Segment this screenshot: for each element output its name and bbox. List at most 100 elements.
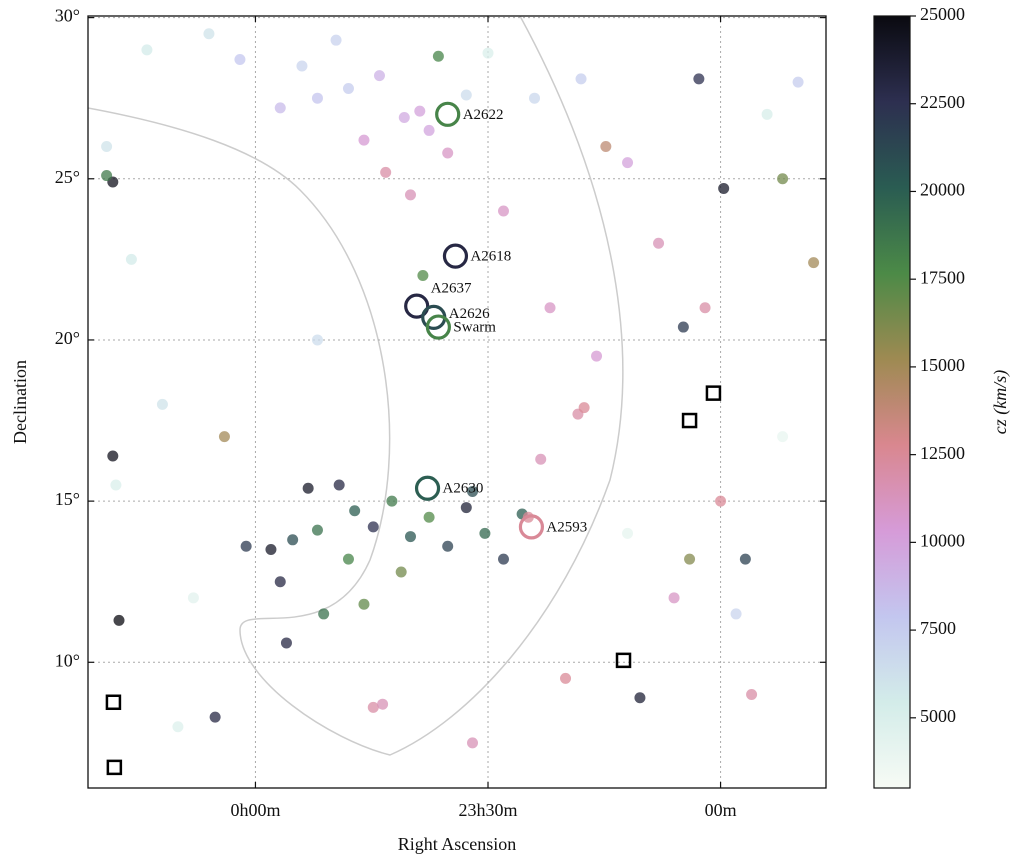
galaxy-point (218, 431, 230, 443)
colorbar-tick-label: 25000 (920, 4, 965, 24)
galaxy-point (311, 334, 323, 346)
galaxy-point (125, 253, 137, 265)
cluster-label: Swarm (453, 319, 496, 335)
square-marker (705, 385, 722, 401)
square-marker (105, 694, 122, 711)
galaxy-point (684, 553, 696, 565)
galaxy-point (209, 711, 221, 723)
galaxy-point (302, 482, 314, 494)
galaxy-point (101, 170, 113, 182)
galaxy-point (203, 28, 215, 40)
galaxy-point (498, 553, 510, 565)
galaxy-point (265, 543, 277, 555)
galaxy-point (240, 540, 252, 552)
galaxy-point (575, 73, 587, 85)
colorbar-tick-label: 10000 (920, 530, 965, 550)
y-tick-label: 25° (55, 167, 80, 187)
galaxy-point (746, 689, 758, 701)
galaxy-point (718, 182, 730, 194)
cluster-label: A2622 (463, 107, 504, 123)
galaxy-point (311, 92, 323, 104)
galaxy-point (404, 189, 416, 201)
x-tick-label: 23h30m (459, 800, 518, 820)
colorbar-tick-label: 7500 (920, 618, 956, 638)
cluster-label: A2626 (449, 306, 490, 322)
galaxy-point (730, 608, 742, 620)
galaxy-point (761, 108, 773, 120)
galaxy-point (311, 524, 323, 536)
galaxy-point (187, 592, 199, 604)
galaxy-point (467, 737, 479, 749)
galaxy-point (479, 527, 491, 539)
cluster-ring (414, 475, 441, 501)
galaxy-point (234, 54, 246, 66)
galaxy-point (342, 553, 354, 565)
galaxy-point (358, 598, 370, 610)
galaxy-point (330, 34, 342, 46)
colorbar (873, 15, 911, 789)
galaxy-point (333, 479, 345, 491)
colorbar-tick-label: 17500 (920, 267, 965, 287)
x-tick-label: 00m (705, 800, 737, 820)
galaxy-point (342, 83, 354, 95)
y-axis-label: Declination (10, 360, 30, 444)
galaxy-point (367, 701, 379, 713)
galaxy-point (739, 553, 751, 565)
galaxy-point (287, 534, 299, 546)
galaxy-point (622, 527, 634, 539)
galaxy-point (423, 124, 435, 136)
galaxy-point (777, 431, 789, 443)
galaxy-point (296, 60, 308, 72)
y-tick-label: 20° (55, 328, 80, 348)
galaxy-point (113, 614, 125, 626)
colorbar-tick-label: 22500 (920, 92, 965, 112)
colorbar-tick-label: 15000 (920, 355, 965, 375)
galaxy-point (380, 166, 392, 178)
colorbar-tick-label: 12500 (920, 443, 965, 463)
galaxy-point (442, 540, 454, 552)
cluster-ring (404, 293, 430, 319)
cluster-ring (442, 243, 469, 269)
galaxy-point (404, 531, 416, 543)
galaxy-point (395, 566, 407, 578)
galaxy-point (274, 102, 286, 114)
galaxy-point (349, 505, 361, 517)
galaxy-point (677, 321, 689, 333)
galaxy-point (591, 350, 603, 362)
x-axis-label: Right Ascension (398, 834, 517, 854)
y-tick-label: 10° (55, 650, 80, 670)
galaxy-point (398, 112, 410, 124)
galaxy-point (373, 70, 385, 82)
cluster-label: A2593 (546, 519, 587, 535)
y-tick-label: 15° (55, 489, 80, 509)
galaxy-point (386, 495, 398, 507)
galaxy-point (107, 450, 119, 462)
galaxy-point (600, 141, 612, 153)
galaxy-point (460, 502, 472, 514)
galaxy-point (529, 92, 541, 104)
galaxy-point (141, 44, 153, 56)
galaxy-point (622, 157, 634, 169)
galaxy-point (156, 398, 168, 410)
galaxy-point (544, 302, 556, 314)
galaxy-point (693, 73, 705, 85)
x-tick-label: 0h00m (230, 800, 280, 820)
galaxy-point (560, 672, 572, 684)
galaxy-point (467, 485, 479, 497)
galaxy-point (358, 134, 370, 146)
galaxy-point (715, 495, 727, 507)
colorbar-tick-label: 20000 (920, 180, 965, 200)
cluster-ring (518, 514, 545, 540)
colorbar-tick-label: 5000 (920, 706, 956, 726)
square-marker (106, 759, 123, 776)
galaxy-point (318, 608, 330, 620)
cluster-label: A2618 (470, 249, 511, 265)
square-marker (681, 412, 698, 429)
galaxy-point (414, 105, 426, 117)
cluster-label: A2630 (443, 481, 484, 497)
galaxy-point (482, 47, 494, 59)
galaxy-point (668, 592, 680, 604)
galaxy-point (578, 402, 590, 414)
galaxy-point (498, 205, 510, 217)
